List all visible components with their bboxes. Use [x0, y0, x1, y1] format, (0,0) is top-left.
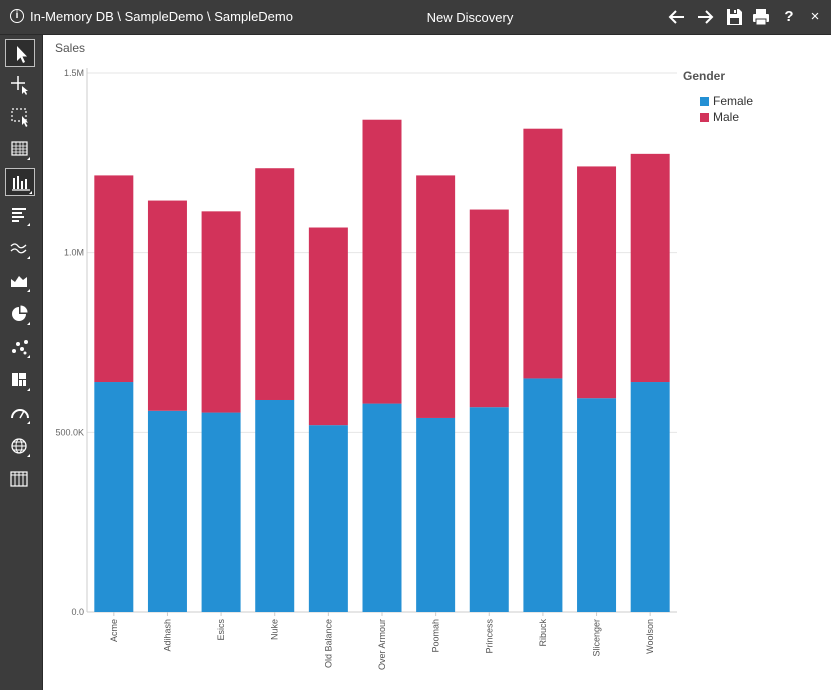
bar-male-ribuck [523, 128, 563, 379]
info-icon[interactable]: i [10, 9, 24, 23]
bar-female-slicenger [577, 398, 617, 612]
bar-male-acme [94, 175, 134, 383]
bar-chart-icon[interactable] [5, 201, 35, 229]
bar-female-adihash [147, 410, 187, 612]
bar-male-over-armour [362, 119, 402, 404]
legend-item-male[interactable]: Male [700, 109, 739, 125]
bar-female-old-balance [308, 425, 348, 612]
bar-female-woolson [630, 382, 670, 612]
treemap-chart-icon[interactable] [5, 366, 35, 394]
bar-female-acme [94, 382, 134, 612]
pie-chart-icon[interactable] [5, 300, 35, 328]
legend-item-female[interactable]: Female [700, 93, 753, 109]
x-tick-label: Esics [216, 619, 226, 641]
stacked-column-chart: 0.0 500.0K 1.0M 1.5M Acme Adihash Esics Nuke Old… [55, 68, 677, 670]
x-tick-label: Over Armour [377, 619, 387, 670]
print-icon[interactable] [751, 6, 771, 28]
grid-chart-icon[interactable] [5, 135, 35, 163]
bar-male-adihash [147, 200, 187, 411]
x-tick-label: Adihash [162, 619, 172, 652]
region-select-icon[interactable] [5, 102, 35, 130]
legend-swatch-male [700, 113, 709, 122]
y-tick-label: 1.0M [64, 248, 84, 258]
save-icon[interactable] [724, 6, 744, 28]
bar-male-nuke [255, 168, 295, 400]
bar-male-old-balance [308, 227, 348, 426]
back-arrow-icon[interactable] [667, 6, 687, 28]
bar-male-woolson [630, 153, 670, 383]
datasource-path: In-Memory DB \ SampleDemo \ SampleDemo [30, 9, 293, 24]
legend-swatch-female [700, 97, 709, 106]
bar-female-ribuck [523, 378, 563, 612]
bar-female-esics [201, 412, 241, 612]
x-tick-label: Ribuck [538, 619, 548, 647]
scatter-chart-icon[interactable] [5, 333, 35, 361]
move-pointer-icon[interactable] [5, 70, 35, 98]
map-globe-icon[interactable] [5, 432, 35, 460]
bar-male-slicenger [577, 166, 617, 399]
bar-male-esics [201, 211, 241, 413]
legend-title: Gender [683, 69, 726, 83]
x-tick-label: Old Balance [323, 619, 333, 668]
legend-label-male: Male [713, 110, 740, 124]
y-tick-label: 1.5M [64, 68, 84, 78]
column-chart-icon[interactable] [5, 168, 35, 196]
forward-arrow-icon[interactable] [695, 6, 715, 28]
bar-male-poomah [416, 175, 456, 418]
y-tick-label: 500.0K [55, 427, 84, 437]
area-chart-icon[interactable] [5, 267, 35, 295]
y-axis-title: Sales [55, 41, 86, 55]
tool-sidebar [0, 35, 43, 690]
x-tick-label: Nuke [270, 619, 280, 640]
bar-female-princess [469, 407, 509, 612]
bar-male-princess [469, 209, 509, 408]
gauge-chart-icon[interactable] [5, 399, 35, 427]
help-icon[interactable]: ? [784, 8, 794, 25]
close-icon[interactable]: × [810, 8, 820, 25]
line-chart-icon[interactable] [5, 234, 35, 262]
bar-female-nuke [255, 399, 295, 612]
bar-female-poomah [416, 417, 456, 612]
x-tick-label: Poomah [431, 619, 441, 653]
y-tick-label: 0.0 [71, 607, 84, 617]
legend-label-female: Female [713, 94, 754, 108]
pivot-table-icon[interactable] [5, 465, 35, 493]
x-tick-label: Princess [484, 619, 494, 654]
x-tick-label: Woolson [645, 619, 655, 654]
x-tick-label: Slicenger [592, 619, 602, 657]
select-pointer-icon[interactable] [5, 39, 35, 67]
x-tick-label: Acme [109, 619, 119, 642]
chart-panel: Sales 0.0 500.0K 1.0M 1.5M Acme Adihash Esics N… [43, 35, 831, 690]
bar-female-over-armour [362, 403, 402, 612]
window-title: New Discovery [426, 10, 514, 25]
title-bar: i In-Memory DB \ SampleDemo \ SampleDemo… [0, 0, 831, 35]
